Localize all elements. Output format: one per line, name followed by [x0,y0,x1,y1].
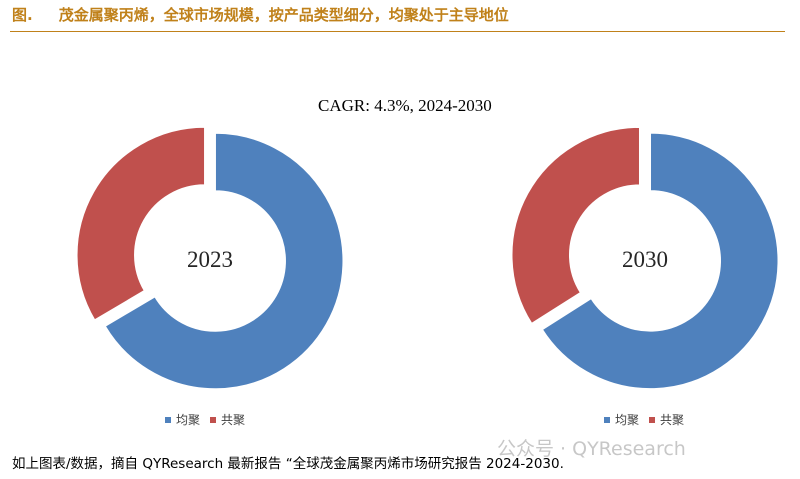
legend-item-homopolymer: 均聚 [604,411,639,428]
source-note: 如上图表/数据，摘自 QYResearch 最新报告 “全球茂金属聚丙烯市场研究… [12,456,564,472]
donut-center-label: 2030 [622,247,668,272]
legend-swatch-copolymer [210,416,217,423]
legend-swatch-homopolymer [604,416,610,423]
cagr-annotation: CAGR: 4.3%, 2024-2030 [318,96,492,115]
figure-title: 图. 茂金属聚丙烯，全球市场规模，按产品类型细分，均聚处于主导地位 [12,4,509,25]
legend-2023: 均聚 共聚 [165,411,255,428]
legend-label-homopolymer: 均聚 [176,413,201,427]
donut-segment-copolymer [76,126,206,322]
figure-title-text: 茂金属聚丙烯，全球市场规模，按产品类型细分，均聚处于主导地位 [58,6,509,24]
legend-label-copolymer: 共聚 [660,413,685,427]
legend-swatch-homopolymer [165,416,171,423]
legend-item-copolymer: 共聚 [210,411,245,428]
legend-swatch-copolymer [649,416,656,423]
legend-label-copolymer: 共聚 [221,413,246,427]
donut-chart-2023: 2023 [76,126,344,390]
donut-chart-2030: 2030 [510,126,779,390]
legend-item-copolymer: 共聚 [649,411,684,428]
watermark: 公众号 · QYResearch [497,438,686,460]
donut-center-label: 2023 [187,247,233,272]
figure-label: 图. [12,6,33,24]
donut-segment-homopolymer [104,132,344,390]
header-divider [10,31,785,32]
donut-segment-copolymer [510,126,641,325]
donut-segment-homopolymer [541,132,779,390]
legend-item-homopolymer: 均聚 [165,411,200,428]
legend-2030: 均聚 共聚 [604,411,694,428]
legend-label-homopolymer: 均聚 [615,413,640,427]
